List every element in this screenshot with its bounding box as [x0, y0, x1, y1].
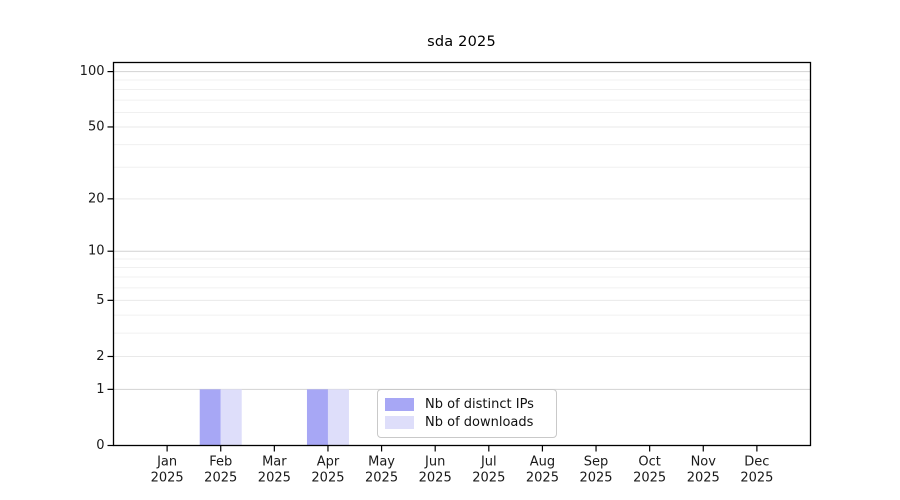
x-tick-label-year: 2025 [633, 471, 666, 486]
x-tick-label-year: 2025 [311, 471, 344, 486]
legend: Nb of distinct IPs Nb of downloads [377, 389, 557, 438]
x-tick-label-year: 2025 [472, 471, 505, 486]
x-tick-label-month: Aug [530, 455, 555, 470]
plot-spines [112, 61, 812, 447]
x-tick-label-month: Feb [209, 455, 232, 470]
x-tick-label-month: Nov [691, 455, 717, 470]
x-tick-label-year: 2025 [526, 471, 559, 486]
x-tick-label-month: Apr [317, 455, 340, 470]
bar-downloads [327, 389, 349, 446]
x-tick-label-month: May [368, 455, 395, 470]
x-tick-label-year: 2025 [204, 471, 237, 486]
x-tick-label-year: 2025 [258, 471, 291, 486]
x-tick-label-month: Oct [638, 455, 660, 470]
x-tick-label-year: 2025 [151, 471, 184, 486]
x-tick-label-year: 2025 [740, 471, 773, 486]
x-tick-label-year: 2025 [579, 471, 612, 486]
x-tick-label-month: Dec [744, 455, 769, 470]
bar-distinct-ips [199, 389, 221, 446]
y-tick-label: 100 [80, 64, 105, 79]
x-tick-label-year: 2025 [419, 471, 452, 486]
y-tick-label: 50 [88, 119, 105, 134]
y-tick-label: 10 [88, 244, 105, 259]
y-tick-label: 5 [96, 293, 104, 308]
x-tick-label-month: Jun [424, 455, 445, 470]
x-tick-label-year: 2025 [365, 471, 398, 486]
legend-swatch-distinct-ips-icon [385, 397, 414, 411]
x-tick-label-month: Jul [480, 455, 497, 470]
y-tick-label: 2 [96, 349, 104, 364]
x-tick-label-month: Jan [156, 455, 177, 470]
x-tick-label-month: Mar [262, 455, 287, 470]
legend-label-distinct-ips: Nb of distinct IPs [425, 396, 534, 412]
legend-item-downloads: Nb of downloads [385, 415, 548, 430]
chart-title: sda 2025 [427, 34, 496, 50]
y-tick-label: 1 [96, 382, 104, 397]
y-tick-label: 20 [88, 191, 105, 206]
legend-swatch-downloads-icon [385, 416, 414, 430]
legend-label-downloads: Nb of downloads [425, 415, 534, 431]
x-tick-label-year: 2025 [687, 471, 720, 486]
bar-distinct-ips [306, 389, 328, 446]
legend-item-distinct-ips: Nb of distinct IPs [385, 397, 548, 412]
x-tick-label-month: Sep [584, 455, 609, 470]
bar-downloads [220, 389, 242, 446]
y-tick-label: 0 [96, 438, 104, 453]
